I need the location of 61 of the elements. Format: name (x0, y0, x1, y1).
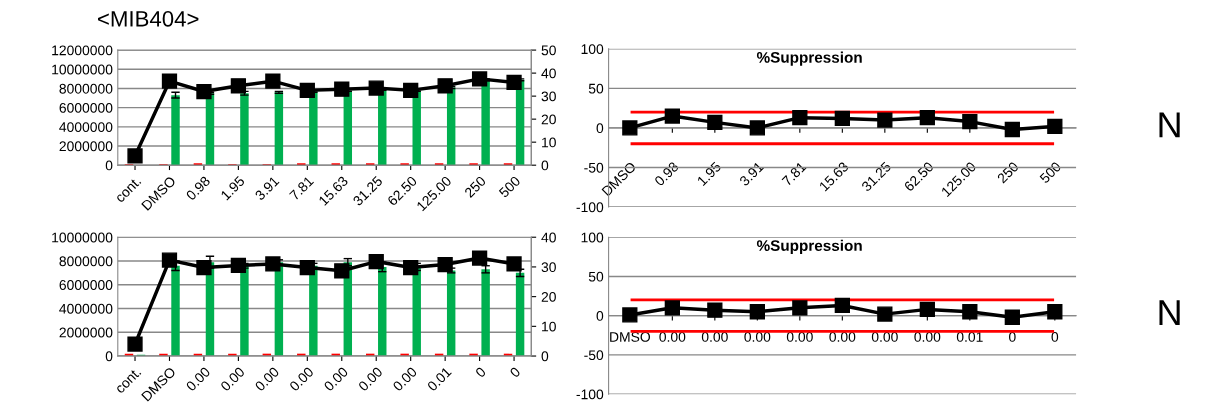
chart-title: <MIB404> (98, 10, 199, 27)
y-tick-label: 0 (596, 123, 604, 134)
x-tick-label: 0.00 (701, 332, 728, 342)
x-tick-label: cont. (114, 367, 142, 394)
y-tick-label: 8000000 (59, 83, 113, 94)
x-tick-label: 7.81 (288, 175, 315, 201)
x-tick-label: 0.98 (653, 161, 680, 187)
y-tick-label: 0 (596, 311, 604, 321)
y-tick-label: -50 (584, 162, 604, 173)
chart-title: %Suppression (756, 239, 862, 255)
y-tick-label: 4000000 (59, 303, 113, 314)
y-tick-label: 100 (581, 232, 604, 243)
x-tick-label: 0.00 (871, 332, 898, 342)
y-tick-label: 12000000 (52, 45, 113, 56)
x-tick-label: 250 (463, 175, 487, 199)
y2-tick-label: 30 (541, 91, 556, 102)
y2-tick-label: 50 (541, 45, 556, 56)
y-tick-label: -50 (584, 350, 604, 361)
y2-tick-label: 10 (542, 137, 556, 148)
y2-tick-label: 40 (541, 232, 556, 243)
x-tick-label: 0.00 (744, 332, 771, 342)
x-tick-label: 0.01 (956, 332, 983, 342)
x-tick-label: 0.00 (914, 332, 941, 342)
chart-title: %Suppression (756, 51, 862, 66)
x-tick-label: cont. (114, 176, 142, 203)
y-tick-label: 2000000 (59, 327, 113, 338)
y-tick-label: 6000000 (59, 280, 113, 290)
y2-tick-label: 10 (542, 321, 556, 332)
y-tick-label: -100 (576, 389, 604, 400)
text: N (1159, 300, 1180, 326)
y-tick-label: 2000000 (59, 141, 113, 152)
x-tick-label: 500 (498, 175, 521, 199)
y-tick-label: 0 (105, 351, 113, 362)
x-tick-label: 0 (1009, 332, 1016, 342)
y2-tick-label: 0 (541, 351, 549, 362)
y-tick-label: 50 (588, 83, 604, 94)
x-tick-label: 3.91 (254, 175, 280, 201)
y-tick-label: 10000000 (52, 64, 113, 75)
y2-tick-label: 30 (541, 262, 556, 273)
x-tick-label: 500 (1039, 161, 1062, 184)
x-tick-label: 7.81 (781, 161, 807, 187)
x-tick-label: 3.91 (738, 161, 765, 187)
x-tick-label: 0 (1051, 332, 1059, 342)
x-tick-label: 0.01 (426, 366, 452, 392)
y2-tick-label: 20 (541, 291, 556, 302)
x-tick-label: 0 (509, 366, 521, 379)
y-tick-label: 8000000 (59, 256, 113, 267)
y-tick-label: -100 (576, 202, 604, 213)
y-tick-label: 100 (581, 44, 604, 55)
y-tick-label: 6000000 (59, 102, 113, 113)
x-tick-label: 0.00 (786, 332, 813, 342)
y2-tick-label: 40 (541, 68, 556, 79)
text: N (1159, 112, 1180, 138)
y2-tick-label: 20 (541, 114, 556, 125)
y-tick-label: 50 (588, 271, 604, 282)
x-tick-label: DMSO (610, 332, 651, 342)
y-tick-label: 4000000 (59, 122, 113, 132)
x-tick-label: 0 (474, 366, 487, 379)
x-tick-label: 0.00 (659, 332, 686, 342)
y-tick-label: 10000000 (52, 232, 113, 243)
x-tick-label: 0.00 (829, 332, 856, 342)
